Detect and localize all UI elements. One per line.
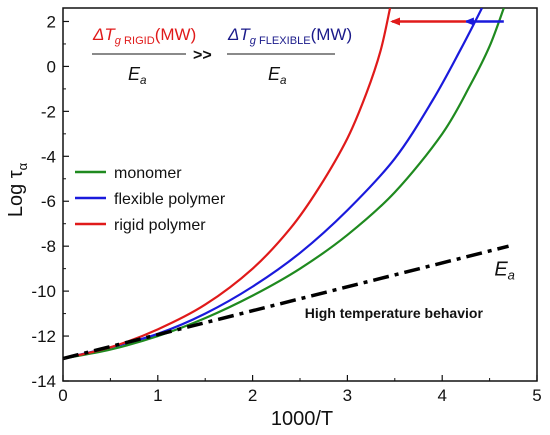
y-tick-label: -2 xyxy=(41,102,56,121)
series-monomer-line xyxy=(63,8,505,360)
high-temperature-label: High temperature behavior xyxy=(305,305,484,321)
x-tick-label: 2 xyxy=(248,386,257,405)
y-tick-label: -4 xyxy=(41,147,56,166)
series-flexible-polymer-line xyxy=(63,8,483,360)
y-tick-label: -14 xyxy=(31,372,56,391)
legend-label: rigid polymer xyxy=(114,217,206,234)
series-rigid-polymer-line xyxy=(63,8,392,360)
rigid-fraction-denominator: Ea xyxy=(128,64,147,87)
much-greater-operator: >> xyxy=(193,47,212,64)
x-tick-label: 5 xyxy=(532,386,541,405)
high-temperature-line xyxy=(63,244,509,361)
ea-label: Ea xyxy=(494,258,515,282)
x-tick-label: 3 xyxy=(343,386,352,405)
x-tick-label: 4 xyxy=(437,386,446,405)
y-axis-label: Log τα xyxy=(5,162,30,217)
legend-label: flexible polymer xyxy=(114,191,226,208)
y-tick-label: -12 xyxy=(31,327,56,346)
y-tick-label: -10 xyxy=(31,282,56,301)
y-tick-label: 0 xyxy=(47,57,56,76)
x-axis-label: 1000/T xyxy=(271,408,333,430)
legend-label: monomer xyxy=(114,165,182,182)
x-tick-label: 1 xyxy=(153,386,162,405)
x-tick-label: 0 xyxy=(58,386,67,405)
y-tick-label: -8 xyxy=(41,237,56,256)
rigid-fraction-numerator: ΔTg RIGID(MW) xyxy=(92,25,196,47)
flexible-fraction-numerator: ΔTg FLEXIBLE(MW) xyxy=(227,25,352,47)
y-tick-label: -6 xyxy=(41,192,56,211)
y-tick-label: 2 xyxy=(47,12,56,31)
flexible-fraction-denominator: Ea xyxy=(268,64,287,87)
